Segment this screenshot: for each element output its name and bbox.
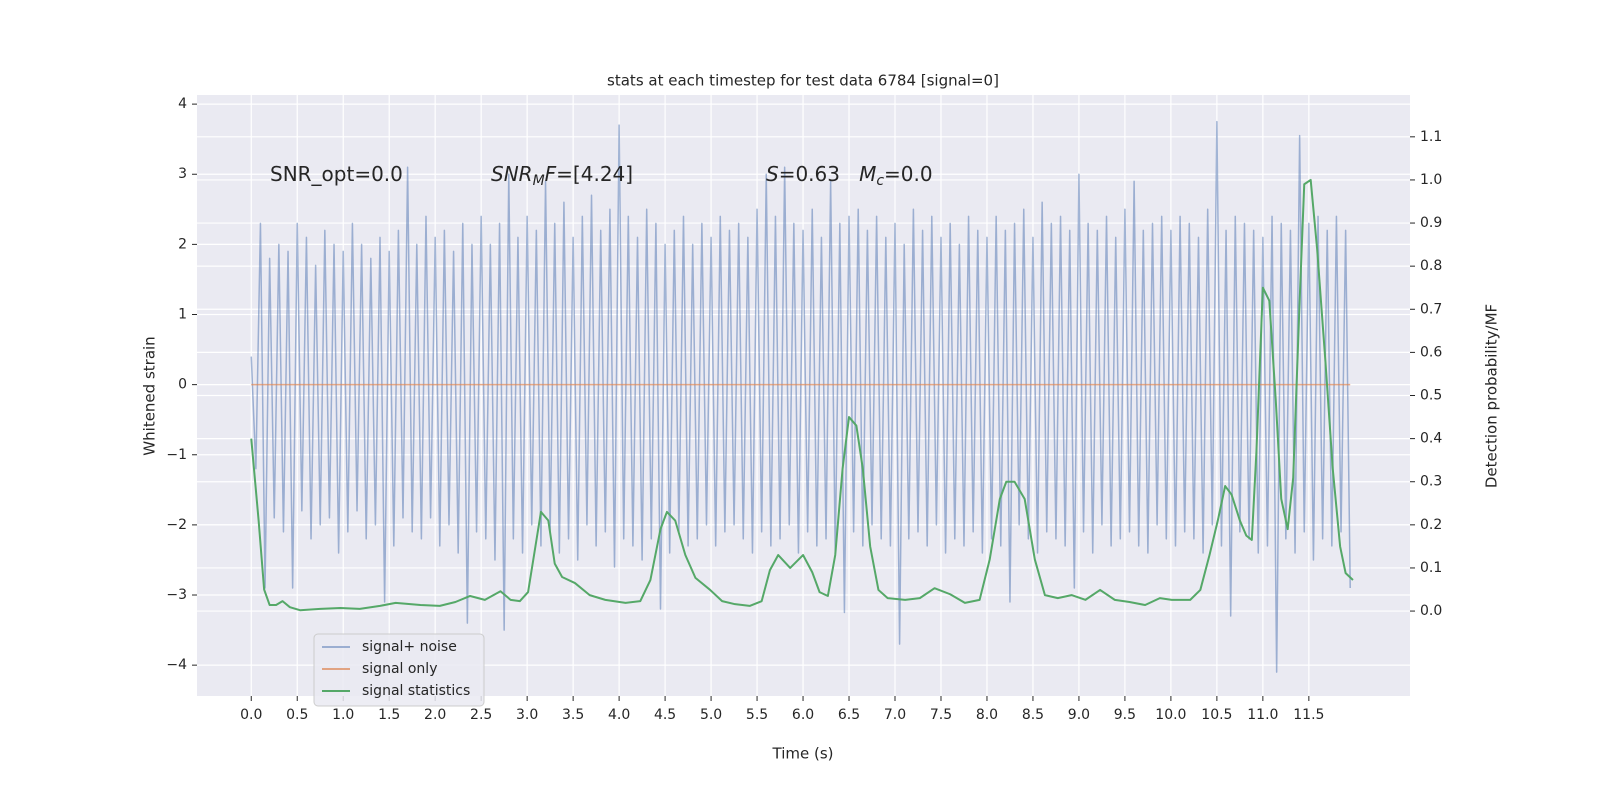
x-tick-label: 4.5 [654,707,676,723]
x-tick-label: 1.5 [378,707,400,723]
y-tick-label: −4 [166,657,187,673]
x-tick-label: 3.5 [562,707,584,723]
chart-title: stats at each timestep for test data 678… [607,72,999,90]
series-line [250,178,1354,612]
annotation-part: =[4.24] [556,162,633,186]
x-tick-label: 9.0 [1068,707,1090,723]
annotation-part: M [859,162,876,186]
y-tick-label: −3 [166,587,187,603]
x-tick-label: 3.0 [516,707,538,723]
x-tick-label: 7.0 [884,707,906,723]
legend-label: signal statistics [362,683,470,699]
y2-tick-label: 0.1 [1420,560,1442,576]
y2-tick-label: 0.5 [1420,388,1442,404]
annotation-part: F [545,162,557,186]
annotation-part: SNR_opt=0.0 [270,162,403,186]
x-tick-label: 7.5 [930,707,952,723]
y2-tick-label: 0.0 [1420,603,1442,619]
annotation-part: =0.63 [779,162,859,186]
annotation-part: SNR [491,162,533,186]
y2-tick-label: 0.2 [1420,517,1442,533]
x-tick-label: 4.0 [608,707,630,723]
y-tick-label: 2 [178,236,187,252]
plot-area [250,120,1354,673]
y-tick-label: 4 [178,96,187,112]
y-tick-label: 0 [178,377,187,393]
x-tick-label: 0.5 [286,707,308,723]
x-tick-label: 8.0 [976,707,998,723]
legend-label: signal+ noise [362,639,457,655]
x-tick-label: 2.0 [424,707,446,723]
y2-tick-label: 1.0 [1420,172,1442,188]
y2-tick-label: 0.3 [1420,474,1442,490]
x-tick-label: 10.5 [1201,707,1232,723]
y-tick-label: −2 [166,517,187,533]
y2-axis-label: Detection probability/MF [1483,304,1501,488]
x-tick-label: 9.5 [1114,707,1136,723]
annotation: S=0.63 Mc=0.0 [766,162,933,189]
legend-label: signal only [362,661,437,677]
x-tick-label: 6.5 [838,707,860,723]
grid [197,95,1410,696]
y2-tick-label: 0.9 [1420,215,1442,231]
x-tick-label: 8.5 [1022,707,1044,723]
y2-tick-label: 0.8 [1420,258,1442,274]
y-axis-label: Whitened strain [141,336,159,455]
annotation: SNR_opt=0.0 [270,162,403,186]
x-tick-label: 11.5 [1293,707,1324,723]
x-tick-label: 6.0 [792,707,814,723]
x-tick-label: 5.5 [746,707,768,723]
annotation-part: =0.0 [884,162,933,186]
axes: 0.0 0.5 1.0 1.5 2.0 2.5 3.0 3.5 4.0 4.5 5.0 5.5 6.0 6… [166,96,1442,723]
x-tick-label: 5.0 [700,707,722,723]
annotation: SNRMF=[4.24] [491,162,633,189]
y2-tick-label: 0.4 [1420,431,1442,447]
series-line [250,120,1351,673]
x-tick-label: 0.0 [240,707,262,723]
y2-tick-label: 1.1 [1420,129,1442,145]
x-tick-label: 10.0 [1155,707,1186,723]
y2-tick-label: 0.7 [1420,301,1442,317]
y2-tick-label: 0.6 [1420,344,1442,360]
x-tick-label: 1.0 [332,707,354,723]
legend-box [313,633,485,707]
x-tick-label: 11.0 [1247,707,1278,723]
annotation-part: M [533,173,545,189]
x-axis-label: Time (s) [772,745,834,763]
annotation-part: S [766,162,779,186]
x-tick-label: 2.5 [470,707,492,723]
annotation-part: c [876,173,884,189]
y-tick-label: 1 [178,307,187,323]
y-tick-label: −1 [166,447,187,463]
y-tick-label: 3 [178,166,187,182]
